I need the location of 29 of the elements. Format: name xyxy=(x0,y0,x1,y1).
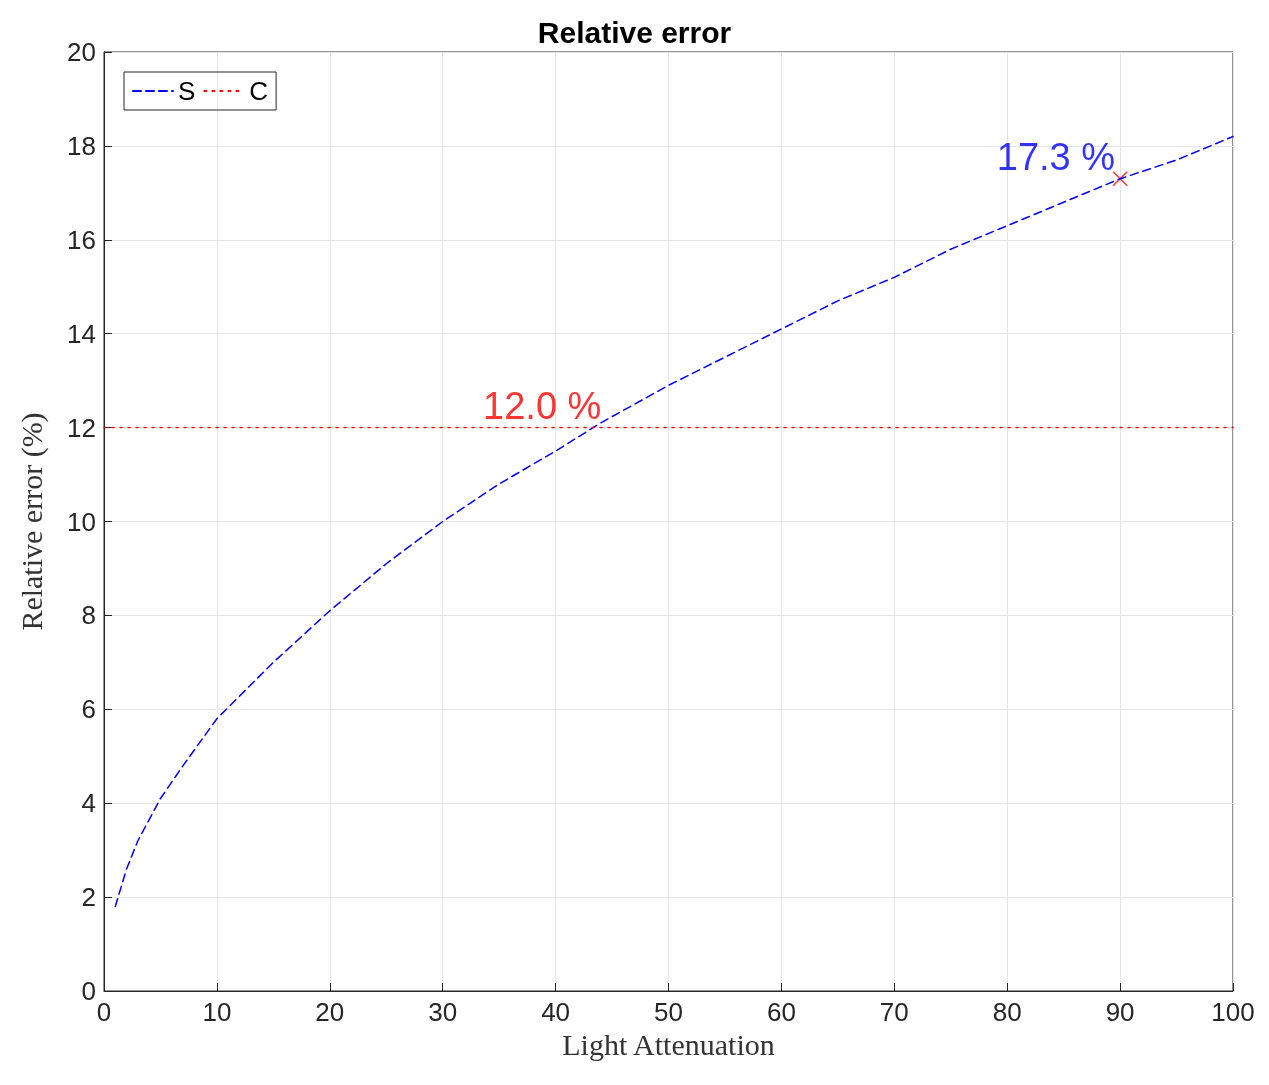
y-axis-title: Relative error (%) xyxy=(14,412,49,631)
x-tick-label: 90 xyxy=(1105,997,1135,1027)
x-tick-label: 50 xyxy=(654,997,683,1027)
y-tick-label: 18 xyxy=(67,130,96,161)
annotation: 12.0 % xyxy=(483,384,602,427)
x-tick-label: 60 xyxy=(766,997,796,1027)
legend-label: C xyxy=(249,76,269,106)
x-tick-label: 100 xyxy=(1211,997,1255,1027)
x-axis-title: Light Attenuation xyxy=(562,1028,775,1062)
x-tick-label: 70 xyxy=(879,997,909,1027)
x-tick-label: 40 xyxy=(541,997,571,1027)
y-tick-label: 12 xyxy=(67,412,96,443)
y-tick-label: 14 xyxy=(67,318,96,349)
x-tick-label: 10 xyxy=(202,997,232,1027)
x-tick-label: 80 xyxy=(992,997,1022,1027)
x-tick-label: 20 xyxy=(315,997,345,1027)
y-tick-label: 20 xyxy=(67,37,96,67)
y-tick-label: 10 xyxy=(67,506,96,537)
chart-title: Relative error xyxy=(537,15,732,49)
x-tick-label: 30 xyxy=(428,997,458,1027)
legend-label: S xyxy=(178,76,196,106)
y-tick-label: 4 xyxy=(81,788,96,819)
y-tick-label: 16 xyxy=(67,224,96,255)
y-tick-label: 6 xyxy=(81,694,96,725)
y-tick-label: 8 xyxy=(81,600,96,631)
y-tick-label: 0 xyxy=(81,976,96,1006)
line-series xyxy=(114,135,1234,908)
y-tick-label: 2 xyxy=(81,882,96,913)
annotation: 17.3 % xyxy=(996,135,1116,178)
